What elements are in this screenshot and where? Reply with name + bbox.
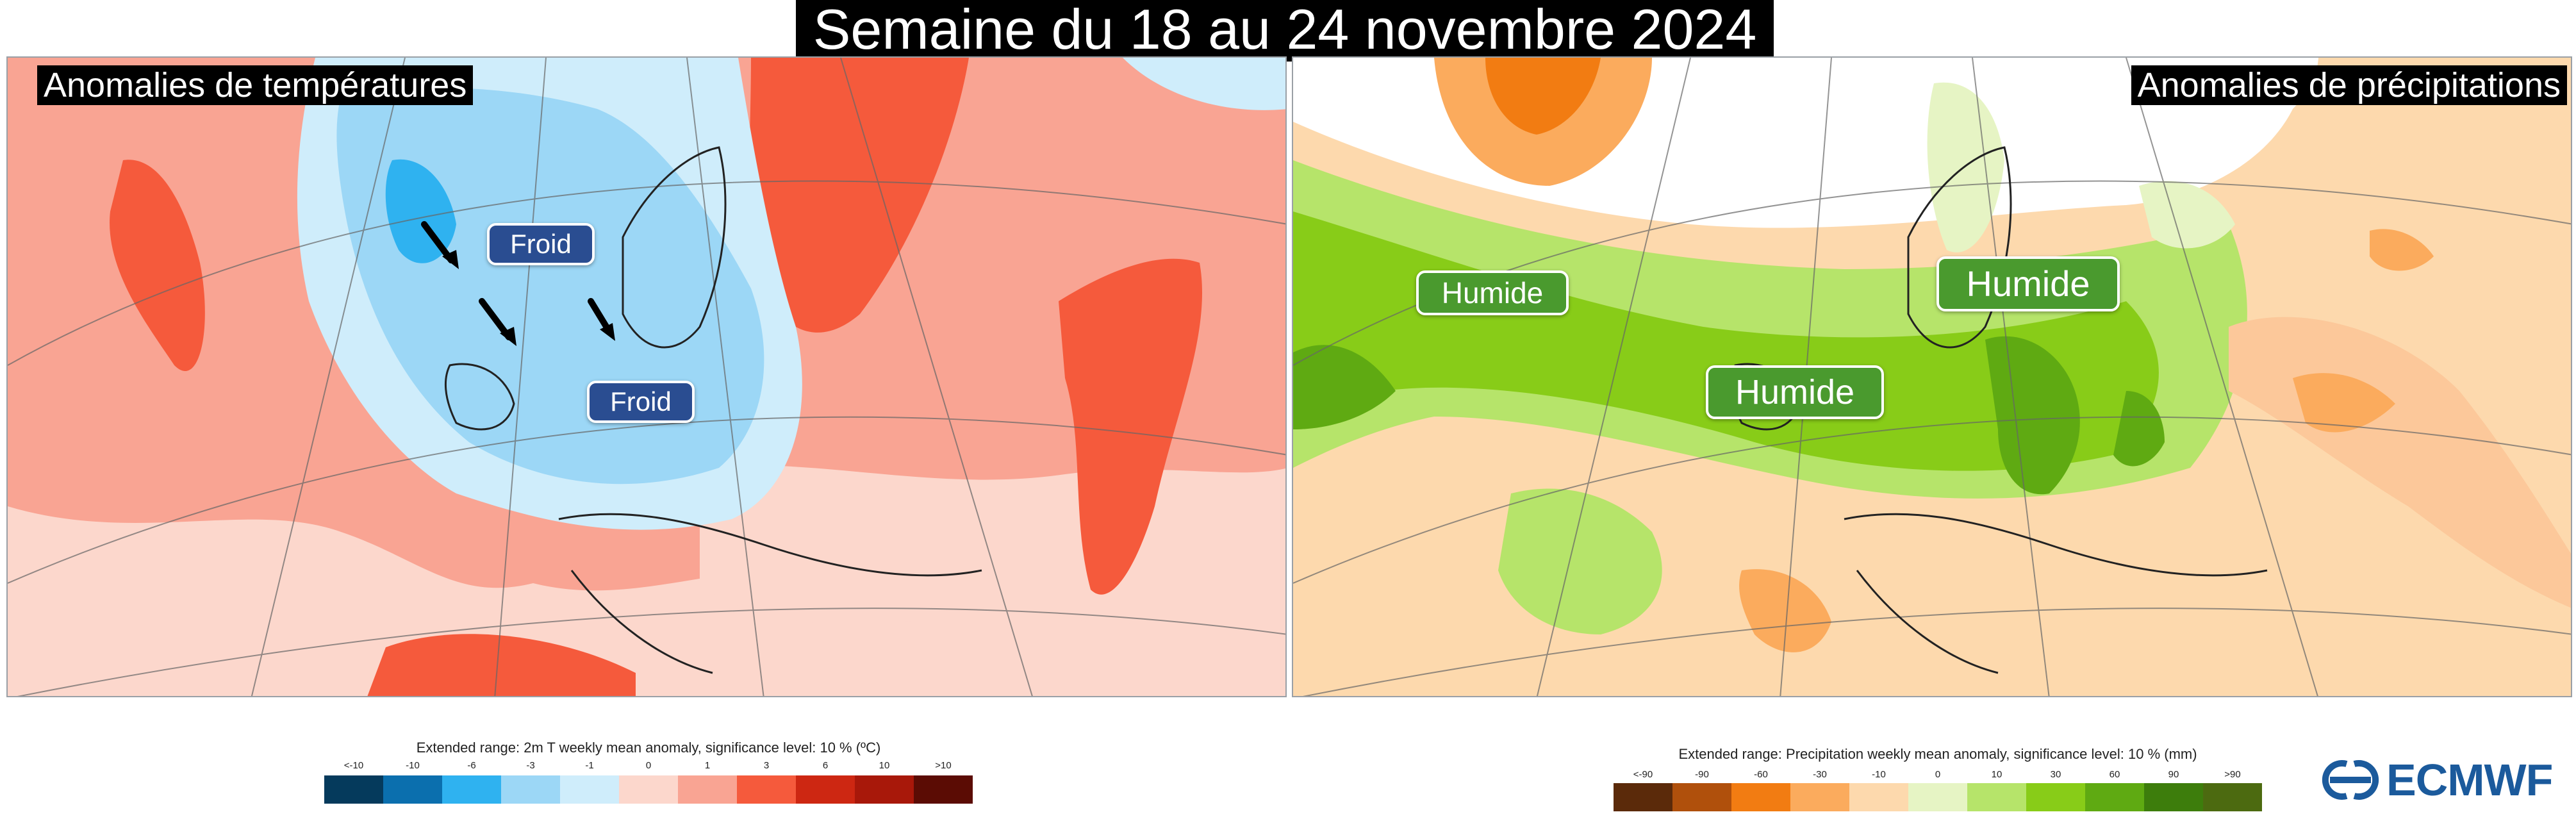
legend-swatch: [501, 775, 560, 804]
precipitation-anomaly-map: Anomalies de précipitations Humide Humid…: [1292, 56, 2572, 697]
legend-tick-label: 60: [2109, 769, 2120, 780]
legend-swatch: [678, 775, 737, 804]
arrow-indicator: [588, 298, 612, 334]
legend-swatch: [560, 775, 619, 804]
legend-tick-label: <-10: [343, 760, 364, 771]
legend-swatch: [737, 775, 796, 804]
temperature-legend-caption: Extended range: 2m T weekly mean anomaly…: [416, 740, 881, 756]
temperature-map-canvas: [8, 58, 1285, 696]
legend-swatch: [1849, 783, 1908, 811]
legend-swatch: [442, 775, 501, 804]
legend-tick-label: 1: [704, 760, 711, 771]
arrow-indicator: [479, 298, 512, 340]
legend-tick-label: >10: [935, 760, 952, 771]
legend-tick-label: 30: [2050, 769, 2061, 780]
legend-swatch: [855, 775, 914, 804]
legend-tick-label: -60: [1754, 769, 1768, 780]
legend-tick-label: -1: [585, 760, 594, 771]
froid-label: Froid: [587, 381, 695, 423]
temperature-legend: Extended range: 2m T weekly mean anomaly…: [324, 740, 973, 809]
temperature-anomaly-map: Anomalies de températures Froid Froid: [6, 56, 1287, 697]
precipitation-legend-caption: Extended range: Precipitation weekly mea…: [1678, 746, 2197, 762]
temperature-map-title: Anomalies de températures: [37, 65, 474, 105]
legend-tick-label: 0: [645, 760, 652, 771]
precipitation-legend-ticks: <-90 -90 -60 -30 -10 0 10 30 60 90 >90: [1614, 769, 2262, 782]
legend-tick-label: -10: [406, 760, 420, 771]
humide-label: Humide: [1706, 365, 1884, 419]
legend-tick-label: -90: [1695, 769, 1709, 780]
legend-swatch: [1672, 783, 1731, 811]
legend-swatch: [1790, 783, 1849, 811]
legend-swatch: [2144, 783, 2203, 811]
precipitation-legend: Extended range: Precipitation weekly mea…: [1614, 743, 2262, 815]
legend-tick-label: -10: [1872, 769, 1886, 780]
page-title: Semaine du 18 au 24 novembre 2024: [796, 0, 1774, 62]
legend-tick-label: 3: [763, 760, 770, 771]
legend-swatch: [619, 775, 678, 804]
precipitation-color-scale: [1614, 783, 2262, 811]
legend-swatch: [2203, 783, 2262, 811]
legend-tick-label: 0: [1935, 769, 1941, 780]
legend-swatch: [2026, 783, 2085, 811]
temperature-color-scale: [324, 775, 973, 804]
legend-tick-label: -6: [467, 760, 476, 771]
legend-swatch: [796, 775, 855, 804]
humide-label: Humide: [1936, 256, 2120, 311]
ecmwf-logo-text: ECMWF: [2386, 755, 2553, 805]
ecmwf-logo-icon: [2322, 760, 2379, 800]
humide-label: Humide: [1416, 270, 1569, 315]
legend-swatch: [1908, 783, 1967, 811]
legend-tick-label: <-90: [1633, 769, 1653, 780]
legend-swatch: [383, 775, 442, 804]
legend-swatch: [1614, 783, 1672, 811]
precipitation-map-canvas: [1293, 58, 2571, 696]
precipitation-map-title: Anomalies de précipitations: [2131, 65, 2567, 105]
legend-tick-label: 10: [1991, 769, 2002, 780]
legend-swatch: [1731, 783, 1790, 811]
legend-swatch: [2085, 783, 2144, 811]
legend-tick-label: 10: [879, 760, 890, 771]
legend-tick-label: -3: [526, 760, 535, 771]
ecmwf-logo: ECMWF: [2320, 751, 2553, 809]
temperature-legend-ticks: <-10 -10 -6 -3 -1 0 1 3 6 10 >10: [324, 760, 973, 773]
legend-tick-label: 90: [2168, 769, 2179, 780]
legend-tick-label: 6: [822, 760, 829, 771]
arrow-indicator: [421, 221, 454, 263]
legend-tick-label: >90: [2224, 769, 2241, 780]
legend-tick-label: -30: [1813, 769, 1827, 780]
legend-swatch: [914, 775, 973, 804]
legend-swatch: [324, 775, 383, 804]
froid-label: Froid: [487, 223, 595, 265]
legend-swatch: [1967, 783, 2026, 811]
